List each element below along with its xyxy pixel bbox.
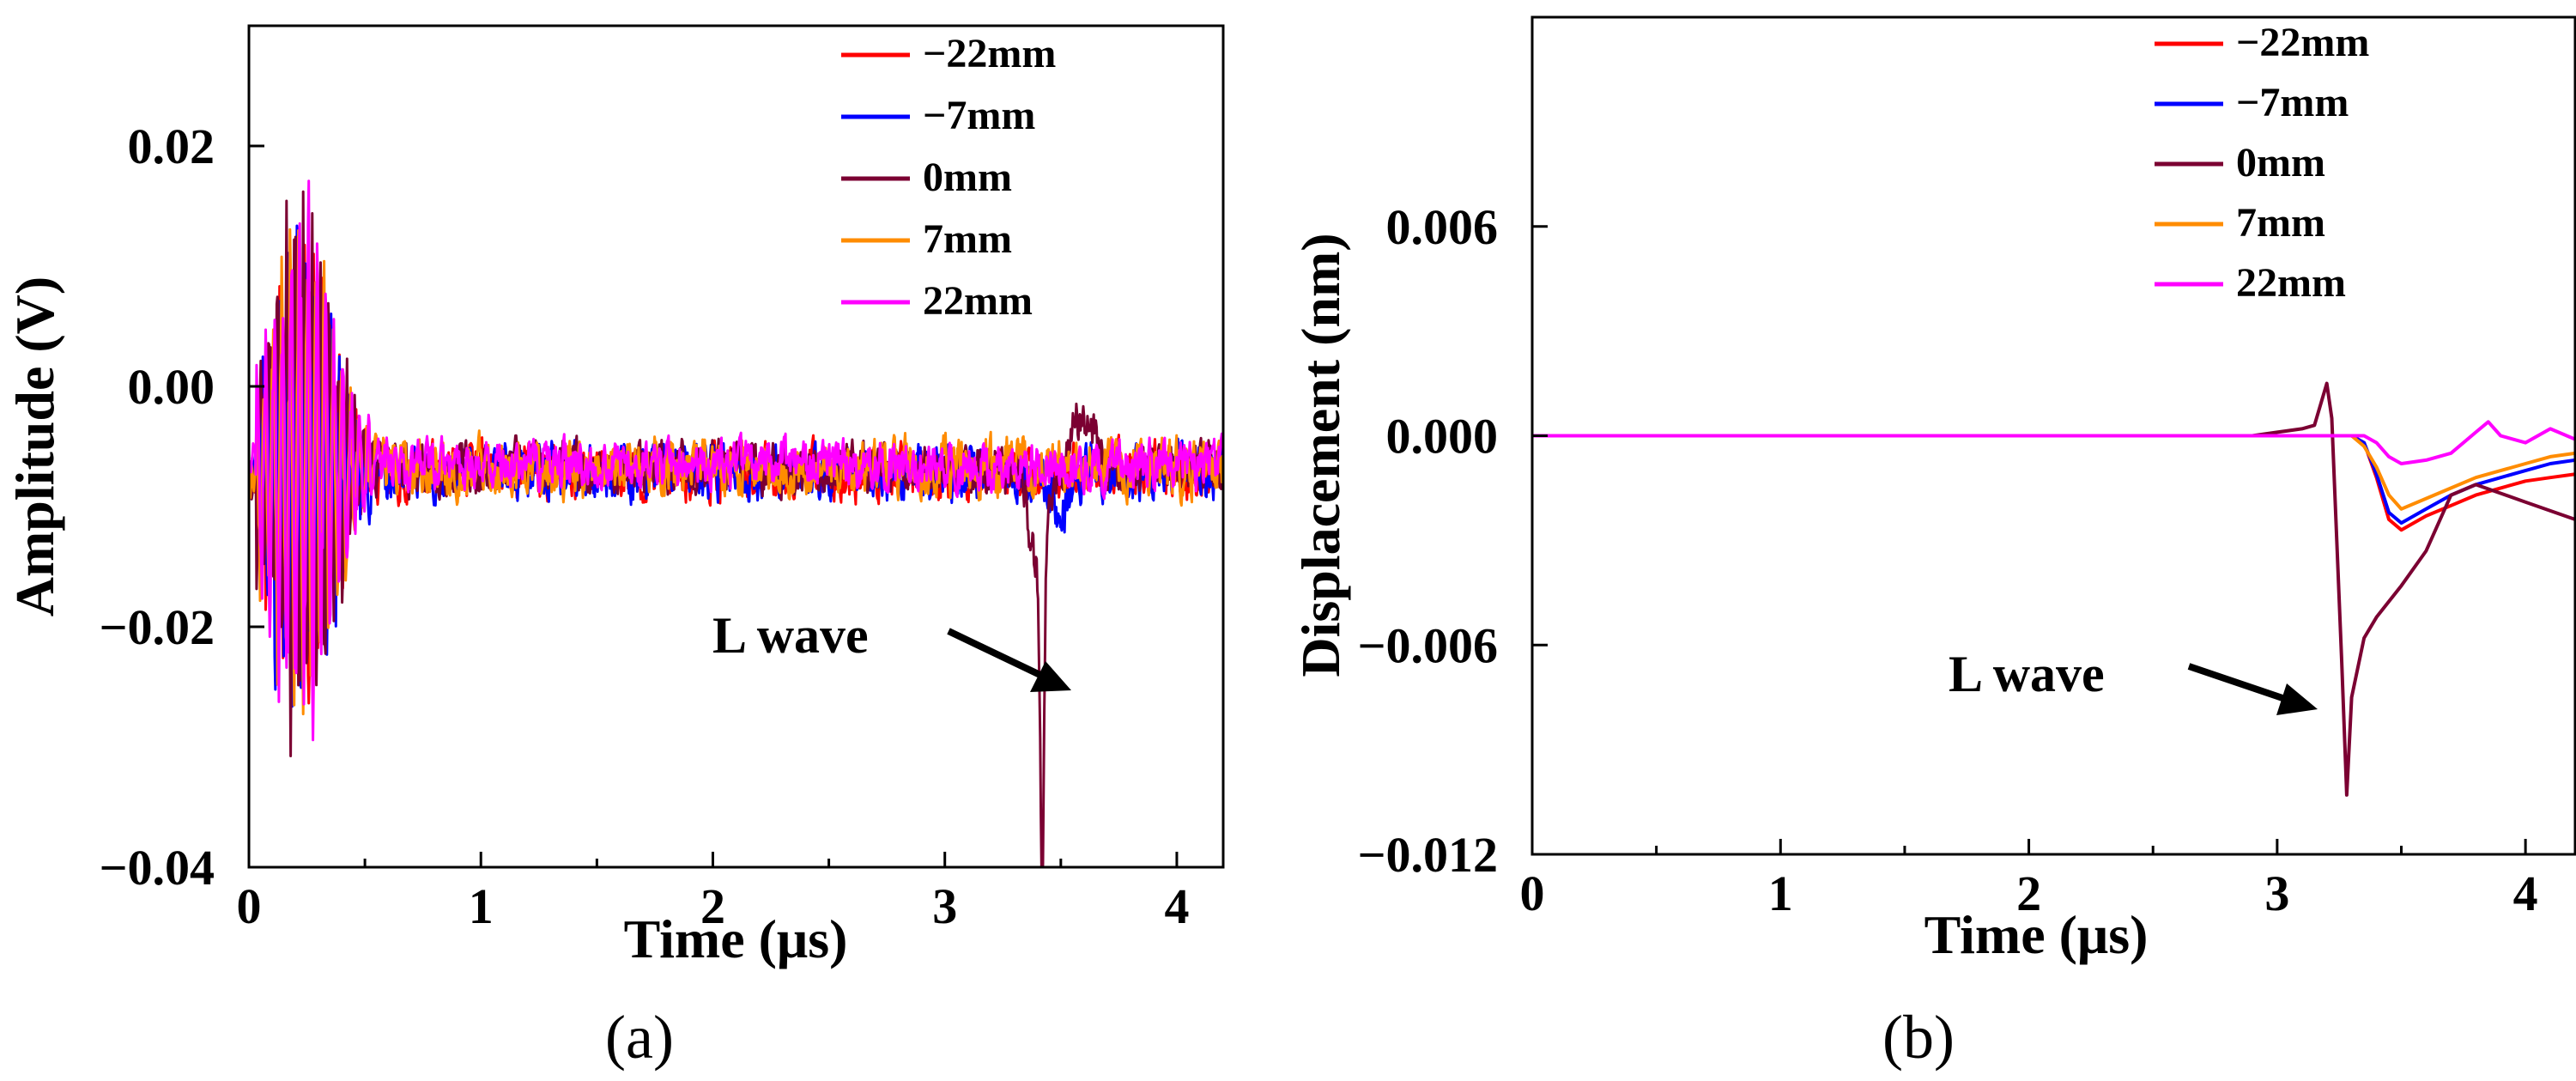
x-tick-label: 1 (469, 878, 494, 934)
series-line (1532, 420, 2575, 465)
panel-b-ticks: 0 1 2 3 4 −0.012 −0.006 0.000 0.006 (1357, 199, 2537, 921)
legend-label: 7mm (923, 216, 1012, 262)
panel-a-annotation-arrow (947, 628, 1049, 682)
x-tick-label: 3 (2264, 865, 2289, 921)
panel-b-annotation-arrowhead (2276, 683, 2318, 715)
panel-a-chart: 0 1 2 3 4 −0.04 −0.02 0.00 0.02 Time (μs) Amplit… (4, 24, 1225, 1072)
legend-label: 7mm (2236, 200, 2325, 246)
panel-a-y-axis-title: Amplitude (V) (4, 276, 65, 616)
legend-label: 0mm (923, 155, 1012, 200)
legend-label: −22mm (2236, 20, 2369, 65)
panel-b-chart: 0 1 2 3 4 −0.012 −0.006 0.000 0.006 Time (μs) Di… (1290, 15, 2576, 1072)
y-tick-label: 0.006 (1386, 199, 1499, 255)
series-line (1532, 381, 2575, 797)
series-line (1532, 434, 2575, 525)
panel-a-label: (a) (605, 1003, 674, 1072)
x-tick-label: 4 (2513, 865, 2538, 921)
legend-label: 22mm (923, 278, 1033, 324)
panel-a-plot-frame (247, 24, 1225, 869)
x-tick-label: 0 (237, 878, 262, 934)
panel-a-legend: −22mm −7mm 0mm 7mm 22mm (841, 31, 1056, 324)
legend-label: −22mm (923, 31, 1056, 76)
panel-a-annotation-label: L wave (712, 607, 869, 664)
y-tick-label: −0.04 (99, 840, 215, 896)
x-tick-label: 0 (1520, 865, 1545, 921)
series-line (1532, 434, 2575, 532)
x-tick-label: 1 (1768, 865, 1793, 921)
panel-b-annotation-arrow (2187, 663, 2289, 703)
panel-a-x-axis-title: Time (μs) (624, 908, 848, 969)
y-tick-label: −0.02 (99, 599, 215, 655)
panel-b-series-group (1532, 381, 2575, 797)
x-tick-label: 2 (700, 878, 725, 934)
x-tick-label: 2 (2016, 865, 2041, 921)
series-line (1532, 434, 2575, 511)
y-tick-label: −0.006 (1357, 617, 1498, 673)
y-tick-label: 0.02 (128, 118, 215, 174)
legend-label: −7mm (2236, 80, 2349, 125)
legend-label: −7mm (923, 93, 1035, 138)
y-tick-label: 0.000 (1386, 409, 1499, 465)
panel-b-annotation: L wave (1949, 646, 2318, 715)
y-tick-label: 0.00 (128, 359, 215, 415)
panel-b-label: (b) (1882, 1003, 1955, 1072)
panel-a-annotation: L wave (712, 607, 1071, 692)
panel-b-x-axis-title: Time (μs) (1924, 904, 2149, 965)
panel-a-ticks: 0 1 2 3 4 −0.04 −0.02 0.00 0.02 (99, 118, 1189, 934)
panel-a-series-group (249, 179, 1223, 867)
legend-label: 22mm (2236, 260, 2346, 306)
legend-label: 0mm (2236, 140, 2325, 185)
panel-b-legend: −22mm −7mm 0mm 7mm 22mm (2155, 20, 2369, 306)
series-line (249, 179, 1223, 742)
x-tick-label: 3 (932, 878, 957, 934)
x-tick-label: 4 (1164, 878, 1189, 934)
panel-b-annotation-label: L wave (1949, 646, 2105, 702)
series-line (249, 190, 1223, 867)
panel-b-y-axis-title: Displacement (nm) (1290, 233, 1351, 677)
y-tick-label: −0.012 (1357, 827, 1498, 883)
panel-a-annotation-arrowhead (1030, 661, 1071, 692)
